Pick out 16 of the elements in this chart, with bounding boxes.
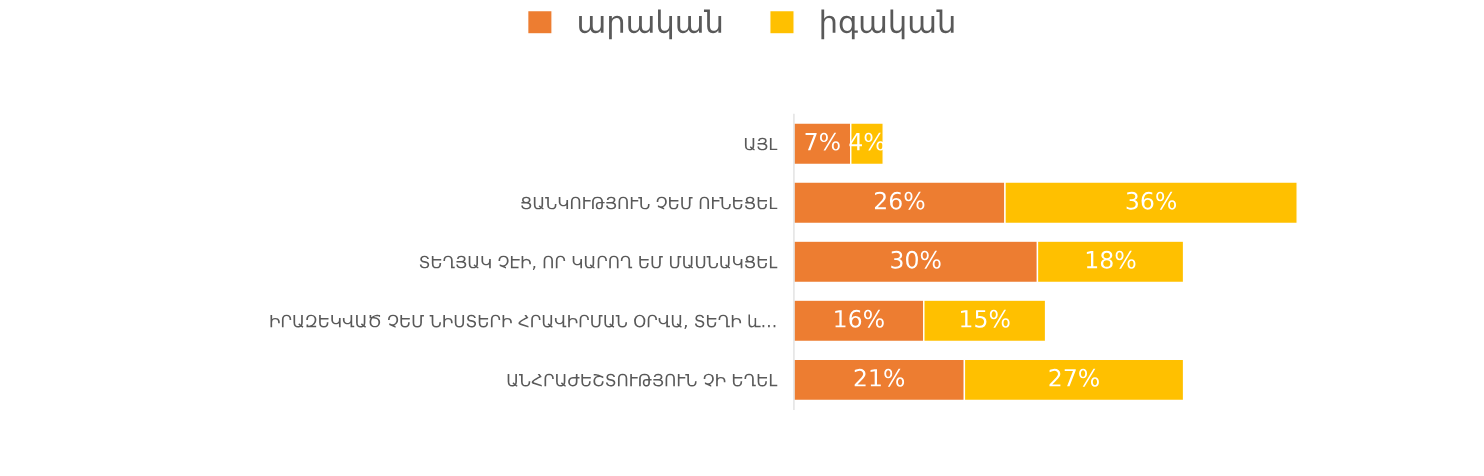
y-tick-label: ԱՆՀՐԱԺԵՇՏՈՒԹՅՈՒՆ ՉԻ ԵՂԵԼ (507, 373, 778, 387)
data-label: 18% (1086, 250, 1136, 269)
data-label: 7% (805, 132, 840, 151)
data-label: 36% (1126, 191, 1177, 210)
data-label: 27% (1049, 368, 1099, 387)
legend-label: արական (579, 9, 722, 40)
data-label: 30% (891, 250, 941, 269)
legend-label: իգական (821, 9, 954, 40)
y-tick-label: ԱՅԼ (744, 137, 778, 151)
data-label: 16% (835, 309, 884, 328)
data-label: 21% (854, 368, 905, 387)
data-label: 26% (874, 191, 925, 210)
y-tick-label: ԻՐԱԶԵԿՎԱԾ ՉԵՄ ՆԻՍՏԵՐԻ ՀՐԱՎԻՐՄԱՆ ՕՐՎԱ, ՏԵՂԻ և… (270, 314, 776, 330)
y-tick-label: ՑԱՆԿՈՒԹՅՈՒՆ ՉԵՄ ՈՒՆԵՑԵԼ (521, 196, 778, 210)
y-tick-label: ՏԵՂՅԱԿ ՉԷԻ, ՈՐ ԿԱՐՈՂ ԵՄ ՄԱՍՆԱԿՑԵԼ (419, 255, 778, 271)
data-label: 15% (961, 309, 1010, 328)
